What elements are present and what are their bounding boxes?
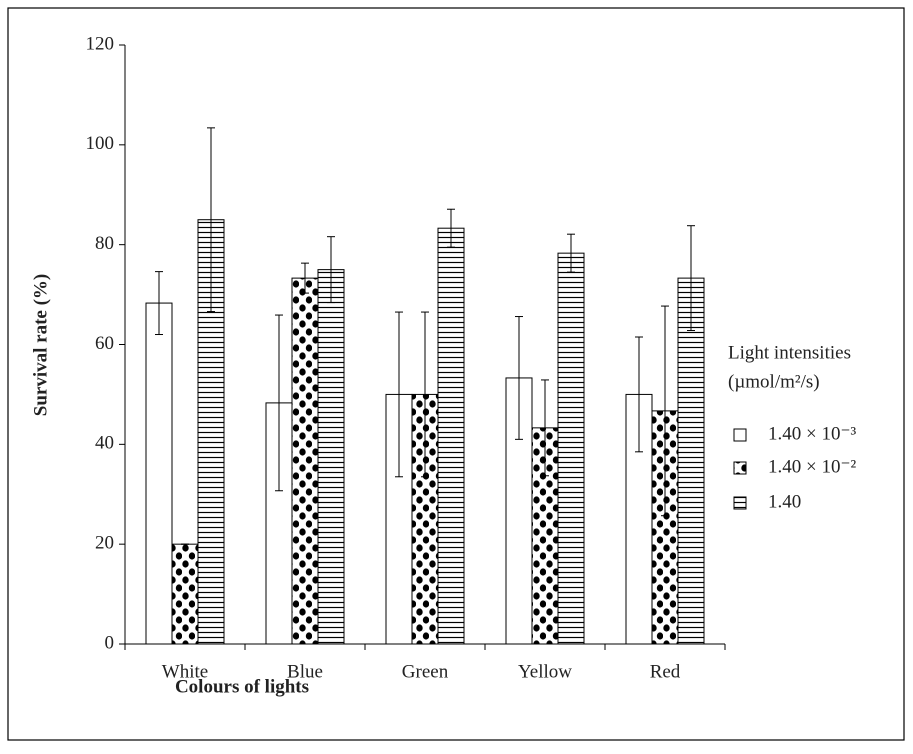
legend-label: 1.40 <box>768 491 801 512</box>
error-bar <box>515 316 523 440</box>
error-bar <box>567 233 575 273</box>
bar <box>145 302 173 645</box>
error-bar <box>275 314 283 492</box>
legend-swatch <box>733 428 747 442</box>
y-tick-label: 100 <box>86 133 115 154</box>
x-tick-label: White <box>162 661 208 682</box>
x-tick-label: Green <box>402 661 449 682</box>
error-bar <box>395 311 403 478</box>
bar <box>171 543 199 645</box>
legend-title: (µmol/m²/s) <box>728 371 820 392</box>
frame <box>7 7 905 741</box>
error-bar <box>635 336 643 453</box>
error-bar <box>301 262 309 294</box>
bar <box>291 277 319 645</box>
x-tick-label: Blue <box>287 661 323 682</box>
bar <box>437 227 465 645</box>
y-tick-label: 120 <box>86 33 115 54</box>
y-tick-label: 20 <box>95 533 114 554</box>
error-bar <box>421 311 429 478</box>
y-tick-label: 0 <box>105 632 115 653</box>
x-tick-label: Red <box>650 661 681 682</box>
error-bar <box>327 236 335 304</box>
x-tick-label: Yellow <box>518 661 572 682</box>
error-bar <box>155 271 163 336</box>
bar <box>317 269 345 645</box>
legend-label: 1.40 × 10⁻³ <box>768 423 856 444</box>
legend-label: 1.40 × 10⁻² <box>768 456 856 477</box>
bar <box>677 277 705 645</box>
error-bar <box>687 225 695 332</box>
error-bar <box>661 305 669 517</box>
y-axis-title: Survival rate (%) <box>30 274 51 416</box>
bar <box>557 252 585 645</box>
error-bar <box>541 379 549 477</box>
legend-swatch <box>733 496 747 510</box>
x-axis-title: Colours of lights <box>175 676 309 697</box>
legend-title: Light intensities <box>728 342 851 363</box>
y-tick-label: 80 <box>95 233 114 254</box>
error-bar <box>207 127 215 313</box>
y-tick-label: 60 <box>95 333 114 354</box>
legend-swatch <box>733 461 747 475</box>
error-bar <box>447 208 455 248</box>
y-tick-label: 40 <box>95 433 114 454</box>
